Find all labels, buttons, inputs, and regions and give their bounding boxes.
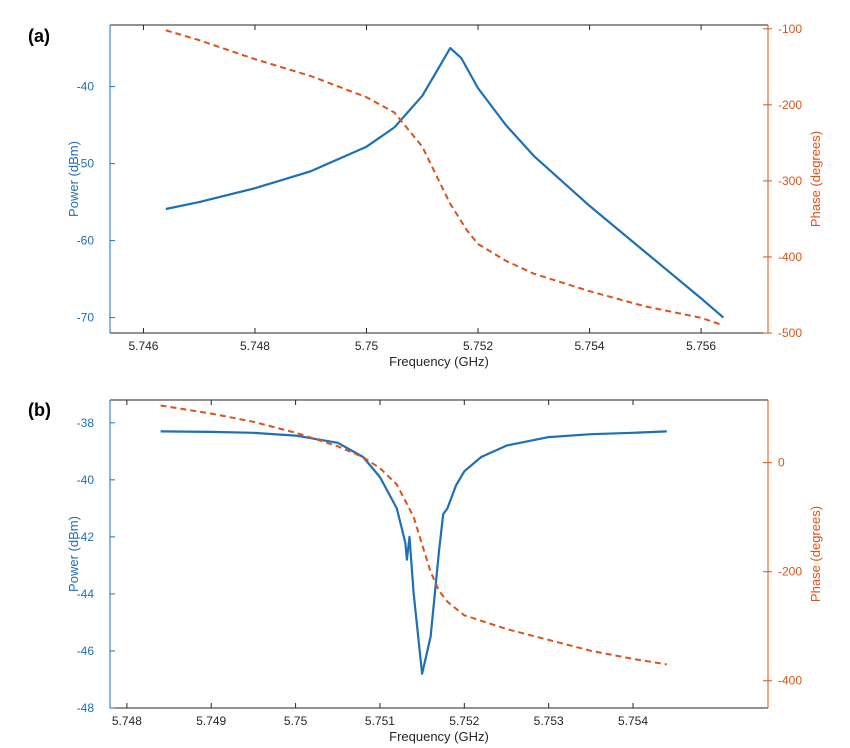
x-tick-label: 5.751 (365, 714, 395, 728)
chart-panel-b: (b) 5.748 5.749 5.75 5.751 5.752 5.753 5.754 -38… (28, 399, 823, 744)
y-right-tick-label: -400 (778, 250, 802, 264)
x-tick-label: 5.748 (112, 714, 142, 728)
y-left-axis-label: Power (dBm) (66, 516, 81, 592)
x-tick-label: 5.746 (128, 339, 158, 353)
y-left-tick-label: -42 (77, 530, 95, 544)
y-right-axis-label: Phase (degrees) (808, 131, 823, 227)
panel-label: (b) (28, 400, 51, 420)
x-tick-label: 5.75 (284, 714, 308, 728)
y-right-axis-label: Phase (degrees) (808, 506, 823, 602)
y-left-tick-label: -46 (77, 644, 95, 658)
y-left-tick-label: -44 (77, 587, 95, 601)
x-axis-label: Frequency (GHz) (389, 729, 489, 744)
y-left-tick-label: -50 (77, 157, 95, 171)
x-tick-label: 5.749 (196, 714, 226, 728)
x-tick-label: 5.752 (463, 339, 493, 353)
y-left-axis-label: Power (dBm) (66, 141, 81, 217)
x-tick-label: 5.752 (449, 714, 479, 728)
y-right-tick-label: -500 (778, 326, 802, 340)
x-tick-label: 5.748 (240, 339, 270, 353)
y-right-tick-label: -300 (778, 174, 802, 188)
power-series-line (165, 46, 725, 319)
panel-label: (a) (28, 26, 50, 46)
phase-series-line (160, 404, 667, 666)
y-right-tick-label: -100 (778, 22, 802, 36)
y-left-tick-label: -48 (77, 701, 95, 715)
y-right-tick-label: -400 (778, 674, 802, 688)
y-left-tick-label: -60 (77, 234, 95, 248)
y-right-tick-label: 0 (778, 456, 785, 470)
x-tick-label: 5.754 (618, 714, 648, 728)
y-left-tick-label: -70 (77, 311, 95, 325)
y-right-tick-label: -200 (778, 565, 802, 579)
y-left-tick-label: -40 (77, 473, 95, 487)
chart-panel-a: (a) 5.746 5.748 5.75 5.752 5.754 5.756 -40 -50 -6… (28, 22, 823, 369)
x-tick-label: 5.753 (534, 714, 564, 728)
power-series-line (160, 430, 667, 675)
x-tick-label: 5.754 (575, 339, 605, 353)
y-left-tick-label: -40 (77, 80, 95, 94)
x-axis-label: Frequency (GHz) (389, 354, 489, 369)
phase-series-line (165, 29, 724, 327)
x-tick-label: 5.75 (355, 339, 379, 353)
y-left-tick-label: -38 (77, 416, 95, 430)
y-right-tick-label: -200 (778, 98, 802, 112)
x-tick-label: 5.756 (686, 339, 716, 353)
